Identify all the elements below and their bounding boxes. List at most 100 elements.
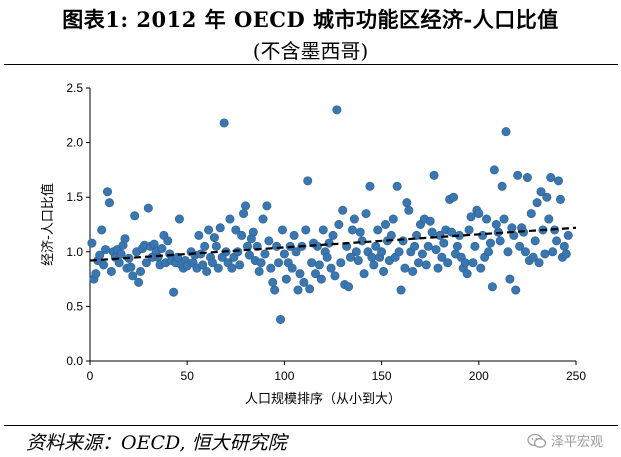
data-point xyxy=(126,262,136,272)
data-point xyxy=(225,214,235,224)
data-point xyxy=(262,201,272,211)
data-point xyxy=(213,263,223,273)
data-point xyxy=(102,187,112,197)
data-point xyxy=(120,234,130,244)
data-point xyxy=(169,287,179,297)
data-point xyxy=(198,260,208,270)
data-point xyxy=(136,266,146,276)
data-point xyxy=(369,260,379,270)
data-point xyxy=(433,263,443,273)
footer-divider xyxy=(4,425,618,426)
data-point xyxy=(443,258,453,268)
data-point xyxy=(355,227,365,237)
data-point xyxy=(141,258,151,268)
data-point xyxy=(548,247,558,257)
data-point xyxy=(293,285,303,295)
data-point xyxy=(526,209,536,219)
watermark: 泽平宏观 xyxy=(527,431,603,450)
y-tick-label: 0.0 xyxy=(66,354,83,368)
data-point xyxy=(379,266,389,276)
data-point xyxy=(361,209,371,219)
data-point xyxy=(330,271,340,281)
trendline xyxy=(89,226,577,262)
data-point xyxy=(534,258,544,268)
data-point xyxy=(270,285,280,295)
data-point xyxy=(528,252,538,262)
data-point xyxy=(276,315,286,325)
x-tick-label: 50 xyxy=(181,369,195,383)
data-point xyxy=(484,247,494,257)
data-point xyxy=(513,170,523,180)
data-point xyxy=(237,230,247,240)
data-point xyxy=(542,192,552,202)
data-point xyxy=(499,214,509,224)
data-point xyxy=(532,198,542,208)
data-point xyxy=(452,241,462,251)
data-point xyxy=(311,269,321,279)
y-tick-label: 2.5 xyxy=(66,81,83,95)
tick-labels: 0.0 0.5 1.0 1.5 2.0 2.5 0 50 100 150 200 250 xyxy=(66,81,586,383)
chart-axes xyxy=(86,87,577,365)
data-point xyxy=(353,256,363,266)
y-axis-label: 经济-人口比值 xyxy=(40,183,56,266)
data-point xyxy=(291,247,301,257)
data-point xyxy=(324,238,334,248)
data-point xyxy=(241,201,251,211)
data-point xyxy=(482,214,492,224)
data-point xyxy=(104,198,114,208)
data-point xyxy=(367,252,377,262)
data-point xyxy=(396,285,406,295)
data-point xyxy=(423,241,433,251)
x-axis-label: 人口规模排序（从小到大） xyxy=(245,392,401,407)
data-point xyxy=(373,225,383,235)
data-point xyxy=(344,282,354,292)
data-point xyxy=(106,266,116,276)
y-tick-label: 1.0 xyxy=(66,245,83,259)
data-point xyxy=(398,236,408,246)
data-point xyxy=(316,274,326,284)
data-point xyxy=(194,230,204,240)
data-point xyxy=(414,258,424,268)
data-point xyxy=(95,250,105,260)
data-point xyxy=(157,244,167,254)
data-point xyxy=(336,258,346,268)
data-point xyxy=(318,225,328,235)
data-point xyxy=(209,233,219,243)
data-point xyxy=(301,225,311,235)
data-point xyxy=(392,181,402,191)
data-point xyxy=(505,274,515,284)
data-point xyxy=(447,227,457,237)
data-point xyxy=(231,225,241,235)
data-point xyxy=(299,277,309,287)
data-point xyxy=(377,247,387,257)
data-point xyxy=(153,252,163,262)
data-point xyxy=(295,269,305,279)
data-point xyxy=(338,205,348,215)
data-point xyxy=(559,241,569,251)
data-point xyxy=(511,285,521,295)
wechat-icon xyxy=(527,433,547,448)
x-tick-label: 200 xyxy=(469,369,489,383)
data-point xyxy=(554,176,564,186)
data-point xyxy=(520,247,530,257)
x-tick-label: 100 xyxy=(274,369,294,383)
data-point xyxy=(289,230,299,240)
data-point xyxy=(114,258,124,268)
watermark-text: 泽平宏观 xyxy=(550,435,603,450)
data-point xyxy=(552,236,562,246)
data-point xyxy=(544,214,554,224)
data-point xyxy=(305,284,315,294)
x-tick-label: 250 xyxy=(566,369,586,383)
data-point xyxy=(287,263,297,273)
data-point xyxy=(462,269,472,279)
title-divider xyxy=(4,64,618,65)
data-point xyxy=(497,181,507,191)
data-point xyxy=(334,220,344,230)
data-point xyxy=(347,225,357,235)
data-point xyxy=(202,266,212,276)
data-point xyxy=(491,220,501,230)
data-point xyxy=(417,249,427,259)
data-point xyxy=(91,269,101,279)
data-point xyxy=(314,260,324,270)
scatter-chart: 0.0 0.5 1.0 1.5 2.0 2.5 0 50 100 150 200 250 经济-人口比… xyxy=(40,81,586,407)
